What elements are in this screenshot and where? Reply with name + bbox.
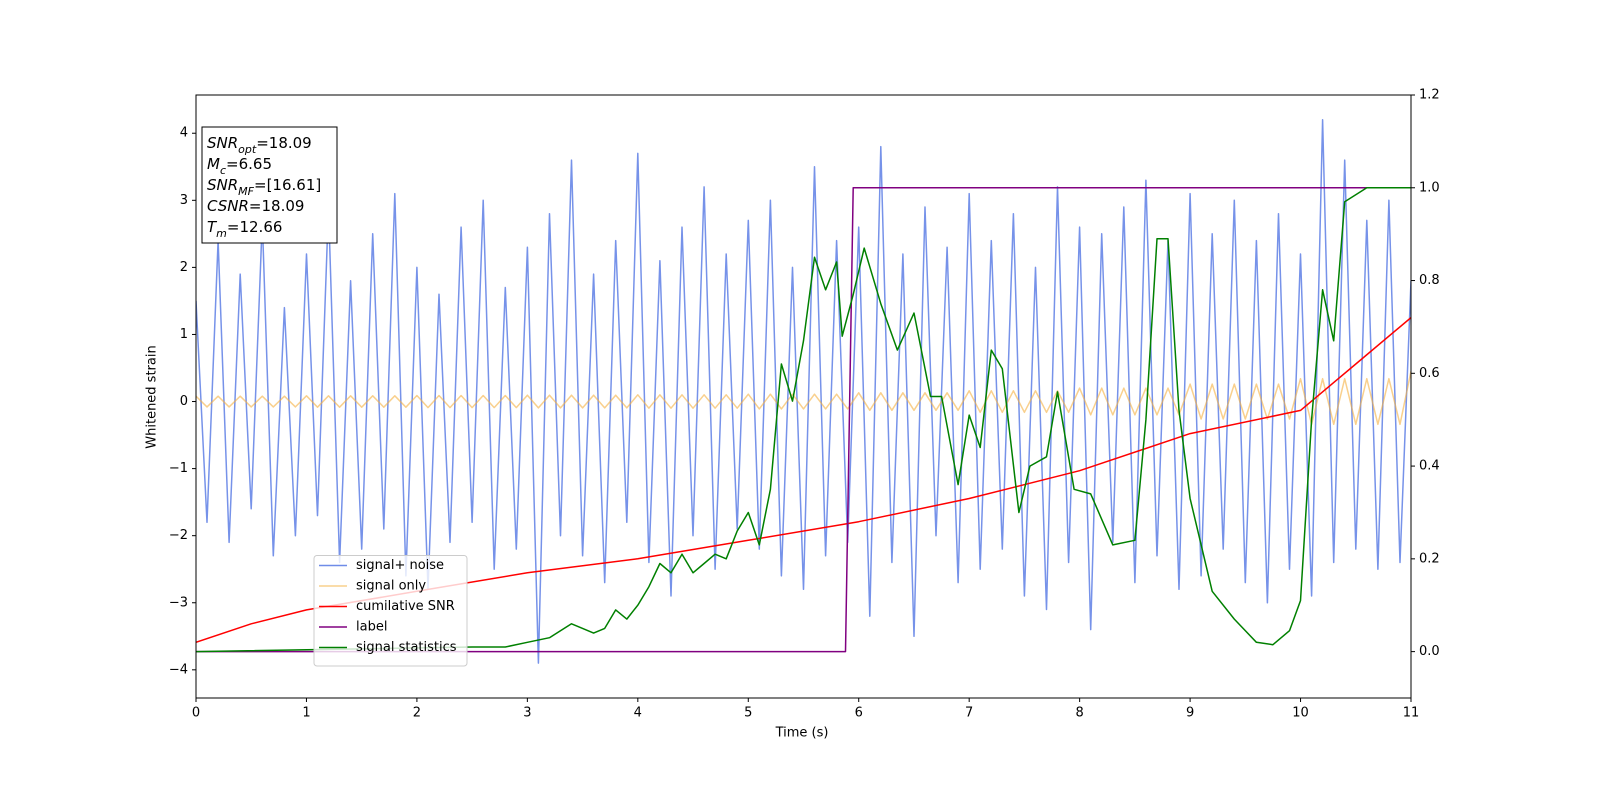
annotation-box: SNRopt=18.09Mc=6.65SNRMF=[16.61]CSNR=18.… bbox=[201, 126, 338, 244]
annotation: Mc=6.65 bbox=[207, 155, 272, 177]
annotation: CSNR=18.09 bbox=[207, 197, 304, 215]
x-axis-label: Time (s) bbox=[775, 726, 829, 741]
legend-label: signal only bbox=[356, 579, 426, 594]
x-tick-label: 6 bbox=[855, 706, 863, 721]
x-tick-label: 0 bbox=[192, 706, 200, 721]
annotation-frame bbox=[201, 126, 338, 244]
y2-tick-label: 0.0 bbox=[1419, 644, 1440, 659]
y-tick-label: −1 bbox=[169, 461, 188, 476]
y-tick-label: −3 bbox=[169, 595, 188, 610]
x-tick-label: 7 bbox=[965, 706, 973, 721]
annotation: SNRopt=18.09 bbox=[207, 134, 312, 156]
y2-tick-label: 1.2 bbox=[1419, 88, 1440, 103]
annotation-text: =6.65 bbox=[226, 155, 272, 173]
annotation-text: =18.09 bbox=[249, 197, 305, 215]
x-tick-label: 2 bbox=[413, 706, 421, 721]
annotation-base: T bbox=[207, 218, 218, 236]
series-line bbox=[196, 371, 1411, 426]
y2-tick-label: 0.8 bbox=[1419, 273, 1440, 288]
legend-label: signal+ noise bbox=[356, 558, 444, 573]
annotation-base: SNR bbox=[207, 176, 238, 194]
legend-label: label bbox=[356, 620, 387, 635]
annotation-base: CSNR bbox=[207, 197, 249, 215]
legend-label: cumilative SNR bbox=[356, 599, 455, 614]
annotation-base: SNR bbox=[207, 134, 238, 152]
annotation-sub: m bbox=[216, 227, 227, 240]
y-tick-label: 3 bbox=[180, 193, 188, 208]
annotation-base: M bbox=[207, 155, 220, 173]
annotation-text: =12.66 bbox=[227, 218, 283, 236]
series-line bbox=[196, 187, 1411, 653]
legend-label: signal statistics bbox=[356, 640, 457, 655]
y-tick-label: 0 bbox=[180, 394, 188, 409]
x-tick-label: 3 bbox=[523, 706, 531, 721]
y-axis-label: Whitened strain bbox=[145, 345, 160, 448]
x-tick-label: 1 bbox=[302, 706, 310, 721]
plot-frame bbox=[195, 94, 1412, 699]
x-tick-label: 11 bbox=[1403, 706, 1420, 721]
annotation-sub: MF bbox=[238, 185, 254, 198]
series-line bbox=[196, 187, 1411, 653]
series-line bbox=[196, 119, 1411, 664]
annotation: Tm=12.66 bbox=[207, 218, 282, 240]
legend: signal+ noise signal only cumilative SNR la… bbox=[313, 555, 468, 667]
annotation-text: =18.09 bbox=[256, 134, 312, 152]
y-tick-label: 2 bbox=[180, 260, 188, 275]
y-tick-label: −2 bbox=[169, 528, 188, 543]
x-tick-label: 9 bbox=[1186, 706, 1194, 721]
annotation-sub: opt bbox=[238, 143, 257, 156]
y-tick-label: 1 bbox=[180, 327, 188, 342]
annotation: SNRMF=[16.61] bbox=[207, 176, 321, 198]
y2-tick-label: 1.0 bbox=[1419, 180, 1440, 195]
y-tick-label: 4 bbox=[180, 126, 188, 141]
x-tick-label: 8 bbox=[1075, 706, 1083, 721]
legend-frame bbox=[313, 555, 468, 667]
y-tick-label: −4 bbox=[169, 662, 188, 677]
y2-tick-label: 0.4 bbox=[1419, 459, 1440, 474]
annotation-text: =[16.61] bbox=[254, 176, 321, 194]
x-tick-label: 5 bbox=[744, 706, 752, 721]
y2-tick-label: 0.6 bbox=[1419, 366, 1440, 381]
annotation-sub: c bbox=[220, 164, 226, 177]
y2-tick-label: 0.2 bbox=[1419, 551, 1440, 566]
x-tick-label: 10 bbox=[1292, 706, 1309, 721]
x-tick-label: 4 bbox=[634, 706, 642, 721]
